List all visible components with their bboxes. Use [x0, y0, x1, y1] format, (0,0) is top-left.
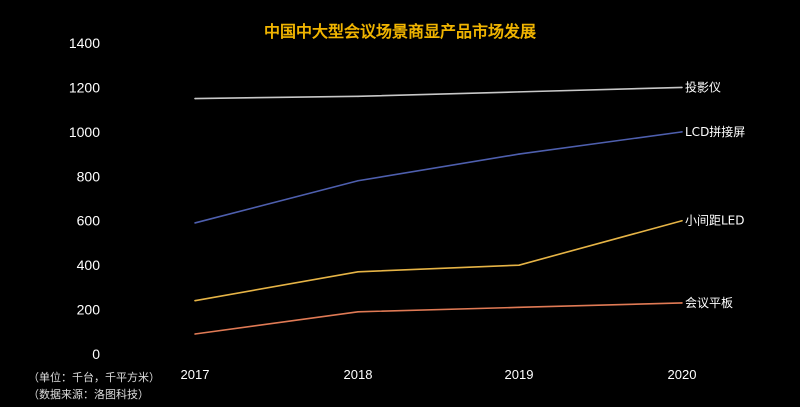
series-label: 投影仪 — [685, 79, 721, 94]
data-point — [518, 91, 520, 93]
series-label: LCD拼接屏 — [685, 124, 745, 139]
data-point — [518, 153, 520, 155]
data-point — [357, 95, 359, 98]
data-point — [681, 86, 683, 89]
y-tick-label: 800 — [77, 168, 101, 184]
x-tick-label: 2019 — [505, 367, 534, 382]
chart-title: 中国中大型会议场景商显产品市场发展 — [263, 22, 536, 41]
data-point — [194, 97, 196, 100]
y-tick-label: 200 — [77, 302, 101, 318]
data-point — [357, 271, 359, 273]
data-point — [681, 302, 683, 304]
series-line — [194, 219, 683, 302]
data-point — [194, 299, 196, 302]
unit-note: （单位：千台，千平方米） — [28, 371, 160, 384]
y-tick-label: 1200 — [69, 79, 100, 95]
series-line — [194, 131, 683, 224]
series-label: 小间距LED — [685, 214, 745, 228]
data-point — [357, 179, 359, 182]
x-tick-label: 2017 — [181, 367, 210, 382]
source-note: （数据来源：洛图科技） — [28, 388, 149, 401]
series-line — [194, 86, 683, 100]
data-point — [194, 222, 196, 224]
x-tick-label: 2020 — [668, 367, 697, 382]
data-point — [518, 306, 520, 309]
data-point — [357, 310, 359, 313]
y-tick-label: 1000 — [69, 124, 100, 140]
data-point — [681, 131, 683, 133]
data-point — [194, 333, 196, 335]
data-point — [518, 264, 520, 266]
series-label: 会议平板 — [685, 296, 733, 310]
y-tick-label: 600 — [77, 213, 101, 229]
y-tick-label: 400 — [77, 257, 101, 273]
y-tick-label: 0 — [92, 346, 100, 362]
series-line — [194, 302, 683, 335]
x-tick-label: 2018 — [344, 367, 373, 382]
y-tick-label: 1400 — [69, 35, 100, 51]
data-point — [681, 219, 683, 222]
